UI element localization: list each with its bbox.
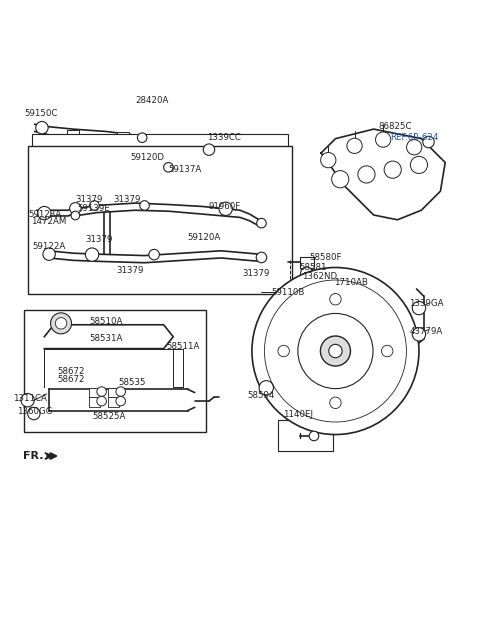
Text: 58594: 58594 — [247, 391, 275, 400]
Text: 43779A: 43779A — [409, 328, 443, 337]
Text: 86825C: 86825C — [378, 122, 412, 131]
Circle shape — [36, 122, 48, 134]
Bar — [89, 388, 100, 397]
Bar — [278, 420, 333, 451]
Bar — [300, 257, 314, 268]
Circle shape — [203, 144, 215, 156]
Circle shape — [70, 203, 81, 214]
Circle shape — [43, 248, 55, 260]
Text: 58672: 58672 — [58, 367, 85, 376]
Text: 31379: 31379 — [116, 266, 144, 275]
Text: 59139E: 59139E — [78, 204, 110, 213]
Text: 58581: 58581 — [300, 263, 327, 272]
Circle shape — [298, 314, 373, 388]
Text: REF.60-624: REF.60-624 — [390, 133, 439, 142]
Circle shape — [97, 396, 107, 406]
Text: 31379: 31379 — [75, 195, 103, 204]
Bar — [28, 146, 292, 294]
Text: 58535: 58535 — [118, 378, 146, 387]
Circle shape — [257, 218, 266, 228]
Text: 58580F: 58580F — [309, 253, 342, 262]
Circle shape — [321, 336, 350, 366]
Bar — [108, 388, 119, 397]
Circle shape — [329, 344, 342, 358]
Circle shape — [330, 397, 341, 408]
Text: 1472AM: 1472AM — [31, 217, 66, 226]
Circle shape — [164, 163, 173, 172]
Circle shape — [219, 202, 232, 216]
Circle shape — [85, 248, 99, 261]
Circle shape — [332, 171, 349, 188]
Text: 58531A: 58531A — [90, 333, 123, 342]
Circle shape — [71, 211, 80, 220]
Circle shape — [37, 207, 51, 220]
Circle shape — [384, 161, 401, 179]
Text: 59120A: 59120A — [188, 234, 221, 243]
Circle shape — [382, 346, 393, 356]
Circle shape — [278, 346, 289, 356]
Text: 31379: 31379 — [114, 195, 141, 204]
Circle shape — [256, 252, 267, 263]
Text: 58525A: 58525A — [92, 412, 125, 421]
Text: 1140EJ: 1140EJ — [283, 410, 313, 419]
Circle shape — [375, 132, 391, 147]
Text: 59123A: 59123A — [29, 209, 62, 218]
Bar — [108, 397, 119, 407]
Circle shape — [347, 138, 362, 154]
Circle shape — [90, 201, 99, 210]
Bar — [67, 129, 79, 137]
Circle shape — [330, 294, 341, 305]
Circle shape — [342, 285, 353, 296]
Circle shape — [412, 328, 426, 341]
Circle shape — [309, 431, 319, 441]
Text: FR.: FR. — [23, 451, 43, 461]
Polygon shape — [44, 324, 173, 349]
Text: 1360GG: 1360GG — [17, 407, 52, 416]
Circle shape — [149, 250, 159, 260]
Circle shape — [252, 268, 419, 435]
Text: 91960F: 91960F — [209, 202, 241, 211]
Circle shape — [116, 396, 125, 406]
Text: 59110B: 59110B — [271, 288, 304, 297]
Circle shape — [423, 136, 434, 148]
Text: 1339GA: 1339GA — [409, 299, 444, 308]
Circle shape — [407, 140, 422, 155]
Circle shape — [137, 133, 147, 143]
Text: 1311CA: 1311CA — [13, 394, 47, 403]
Text: 58672: 58672 — [58, 375, 85, 384]
Bar — [24, 310, 205, 432]
Circle shape — [97, 387, 107, 396]
Circle shape — [264, 280, 407, 422]
Text: 59122A: 59122A — [33, 243, 66, 252]
Circle shape — [304, 276, 314, 285]
Text: 58511A: 58511A — [166, 342, 199, 351]
Circle shape — [259, 381, 274, 395]
Circle shape — [410, 156, 428, 173]
Circle shape — [21, 394, 34, 407]
Circle shape — [358, 166, 375, 183]
Bar — [33, 134, 288, 275]
Bar — [89, 397, 100, 407]
Circle shape — [321, 152, 336, 168]
Circle shape — [412, 301, 426, 315]
Text: 1710AB: 1710AB — [335, 278, 368, 287]
Text: 1362ND: 1362ND — [302, 271, 337, 280]
Text: 59137A: 59137A — [168, 165, 202, 174]
Circle shape — [300, 267, 313, 280]
Text: 58510A: 58510A — [90, 317, 123, 326]
Circle shape — [140, 201, 149, 210]
Text: 1339CC: 1339CC — [206, 132, 240, 141]
Text: 59150C: 59150C — [24, 109, 58, 118]
Text: 59120D: 59120D — [130, 153, 164, 163]
Circle shape — [28, 407, 40, 420]
Circle shape — [55, 317, 67, 329]
Text: 31379: 31379 — [242, 269, 270, 278]
Circle shape — [116, 387, 125, 396]
Text: 28420A: 28420A — [135, 96, 168, 105]
Bar — [117, 132, 129, 140]
Circle shape — [50, 313, 72, 334]
Text: 31379: 31379 — [85, 236, 112, 244]
